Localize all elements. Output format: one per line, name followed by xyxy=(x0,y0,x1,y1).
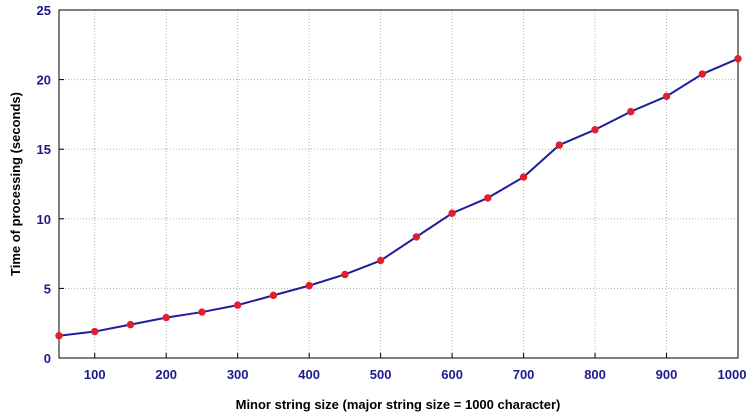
data-point xyxy=(341,270,349,279)
plot-frame xyxy=(58,9,739,359)
data-point xyxy=(555,141,564,149)
x-tick-label: 800 xyxy=(584,367,606,382)
y-tick-label: 0 xyxy=(44,351,51,366)
data-point xyxy=(91,327,99,336)
x-tick-label: 1000 xyxy=(718,367,747,382)
data-point xyxy=(233,301,242,309)
x-axis-ticks: 100 200 300 400 500 600 700 800 900 1000 xyxy=(84,353,747,382)
series-line xyxy=(58,57,739,337)
y-tick-label: 5 xyxy=(44,281,51,296)
plot-background xyxy=(59,10,738,358)
x-tick-label: 300 xyxy=(227,367,249,382)
data-point xyxy=(412,233,421,241)
data-point xyxy=(269,291,278,300)
x-tick-label: 700 xyxy=(513,367,535,382)
data-point xyxy=(126,320,135,329)
data-point xyxy=(198,308,206,316)
data-point xyxy=(591,126,599,134)
x-tick-label: 200 xyxy=(155,367,177,382)
data-point xyxy=(376,256,385,265)
x-tick-label: 100 xyxy=(84,367,106,382)
y-axis-ticks: 0 5 10 15 20 25 xyxy=(37,3,64,366)
data-point xyxy=(662,92,671,101)
data-point xyxy=(448,209,456,217)
series-group xyxy=(55,55,742,340)
y-tick-label: 15 xyxy=(37,142,51,157)
data-point xyxy=(734,55,742,63)
x-tick-label: 500 xyxy=(370,367,392,382)
x-tick-label: 400 xyxy=(298,367,320,382)
x-axis-label: Minor string size (major string size = 1… xyxy=(236,397,561,412)
y-tick-label: 20 xyxy=(37,73,51,88)
data-point xyxy=(55,332,63,340)
grid-lines xyxy=(59,10,738,358)
y-tick-label: 10 xyxy=(37,212,51,227)
y-tick-label: 25 xyxy=(37,3,51,18)
data-point xyxy=(698,70,706,78)
x-tick-label: 900 xyxy=(656,367,678,382)
data-point xyxy=(305,281,313,290)
data-point xyxy=(519,173,528,181)
data-point xyxy=(162,313,170,322)
y-axis-label: Time of processing (seconds) xyxy=(8,92,23,276)
data-point xyxy=(627,107,635,116)
data-point xyxy=(484,194,492,202)
x-tick-label: 600 xyxy=(441,367,463,382)
